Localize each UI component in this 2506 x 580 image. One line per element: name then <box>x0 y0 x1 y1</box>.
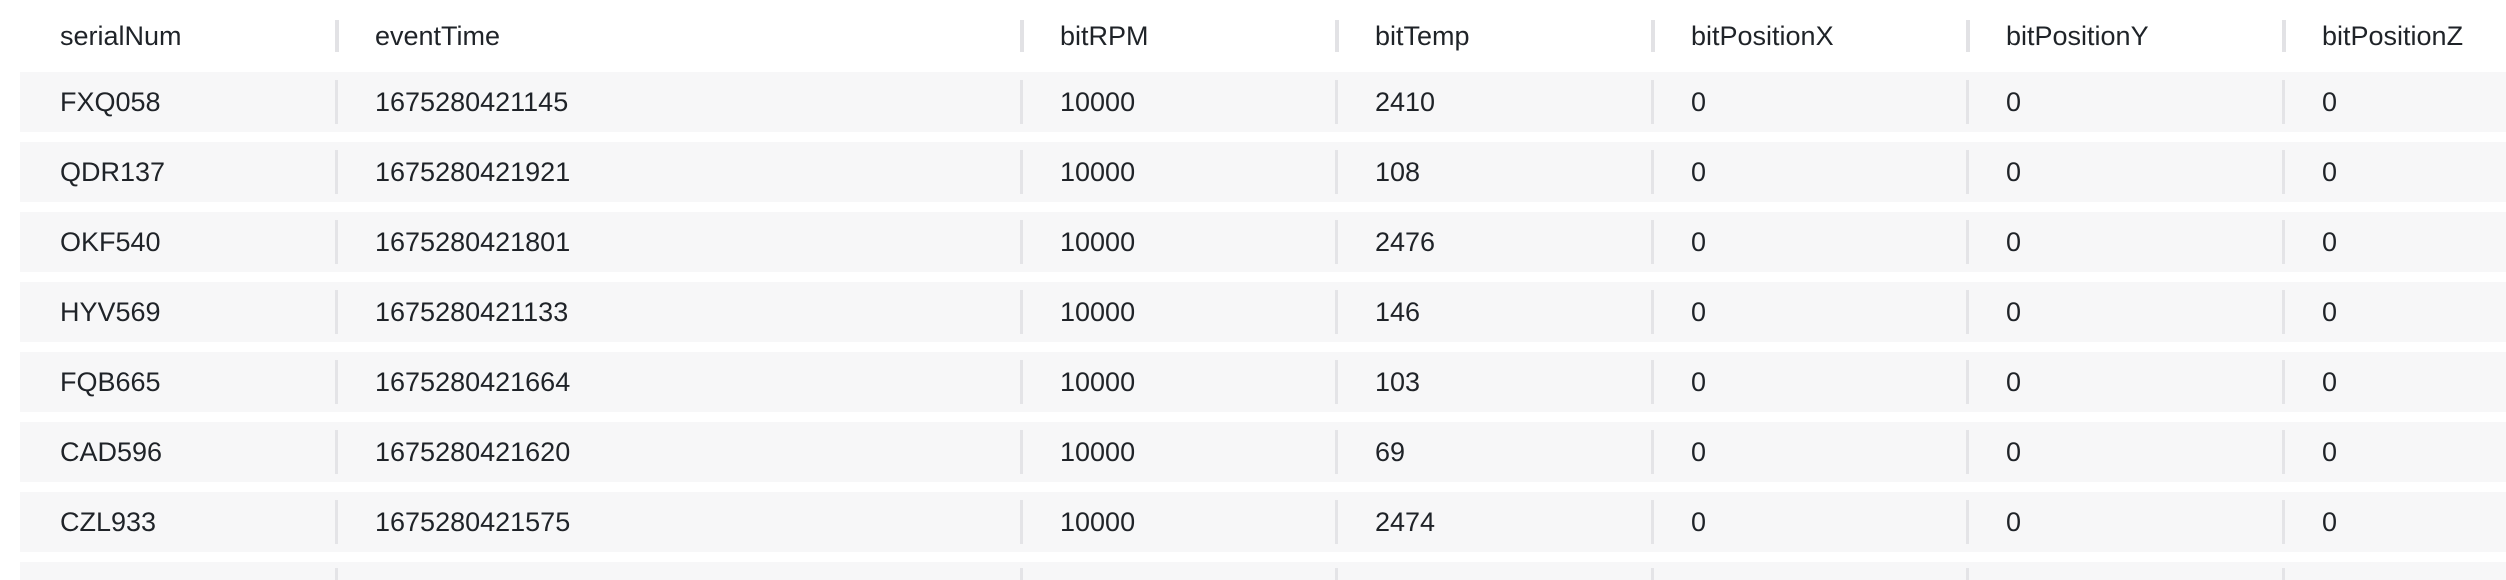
column-header-serialnum[interactable]: serialNum <box>60 20 182 51</box>
table-row[interactable]: FQB665 1675280421664 10000 103 0 0 0 <box>20 352 2506 412</box>
cell-bitpositiony: 0 <box>1966 212 2282 272</box>
cell-bitpositionx: 0 <box>1651 142 1966 202</box>
cell-bitpositionx: 0 <box>1651 282 1966 342</box>
cell-bittemp: 103 <box>1335 352 1651 412</box>
cell-bitpositionz: 0 <box>2282 352 2506 412</box>
cell-bittemp: 108 <box>1335 142 1651 202</box>
cell-bitpositionx: 0 <box>1651 212 1966 272</box>
cell-bitpositiony: 0 <box>1966 352 2282 412</box>
cell-bitrpm: 10000 <box>1020 142 1335 202</box>
cell-bitpositionx: 0 <box>1651 422 1966 482</box>
cell-bittemp: 69 <box>1335 422 1651 482</box>
cell-serialnum: CAD596 <box>60 436 163 467</box>
cell-serialnum: HYV569 <box>60 296 161 327</box>
table-row[interactable]: FXQ058 1675280421145 10000 2410 0 0 0 <box>20 72 2506 132</box>
cell-serialnum: FQB665 <box>60 366 161 397</box>
cell-bitpositiony: 0 <box>1966 142 2282 202</box>
column-header-bitpositionx[interactable]: bitPositionX <box>1651 0 1966 72</box>
table-row-partial[interactable] <box>20 562 2506 580</box>
cell-serialnum: OKF540 <box>60 226 161 257</box>
column-header-eventtime[interactable]: eventTime <box>335 0 1020 72</box>
cell-bitpositiony: 0 <box>1966 492 2282 552</box>
cell-bitpositionz: 0 <box>2282 142 2506 202</box>
cell-bitpositionz: 0 <box>2282 492 2506 552</box>
column-header-bitpositiony[interactable]: bitPositionY <box>1966 0 2282 72</box>
cell-partial <box>20 562 335 580</box>
data-table: serialNum eventTime bitRPM bitTemp bitPo… <box>20 0 2506 580</box>
cell-partial <box>2282 562 2506 580</box>
table-row[interactable]: OKF540 1675280421801 10000 2476 0 0 0 <box>20 212 2506 272</box>
cell-serialnum: CZL933 <box>60 506 157 537</box>
cell-partial <box>335 562 1020 580</box>
cell-eventtime: 1675280421575 <box>335 492 1020 552</box>
cell-eventtime: 1675280421620 <box>335 422 1020 482</box>
cell-eventtime: 1675280421801 <box>335 212 1020 272</box>
cell-serialnum: FXQ058 <box>60 86 161 117</box>
cell-eventtime: 1675280421664 <box>335 352 1020 412</box>
table-row[interactable]: HYV569 1675280421133 10000 146 0 0 0 <box>20 282 2506 342</box>
cell-bitpositionz: 0 <box>2282 422 2506 482</box>
cell-bitrpm: 10000 <box>1020 212 1335 272</box>
cell-bittemp: 2410 <box>1335 72 1651 132</box>
cell-eventtime: 1675280421133 <box>335 282 1020 342</box>
column-header-bittemp[interactable]: bitTemp <box>1335 0 1651 72</box>
cell-partial <box>1335 562 1651 580</box>
cell-bitpositiony: 0 <box>1966 72 2282 132</box>
table-row[interactable]: CZL933 1675280421575 10000 2474 0 0 0 <box>20 492 2506 552</box>
cell-partial <box>1020 562 1335 580</box>
cell-bitrpm: 10000 <box>1020 352 1335 412</box>
cell-bitpositionz: 0 <box>2282 282 2506 342</box>
cell-partial <box>1966 562 2282 580</box>
cell-bittemp: 2474 <box>1335 492 1651 552</box>
cell-eventtime: 1675280421921 <box>335 142 1020 202</box>
cell-bittemp: 2476 <box>1335 212 1651 272</box>
cell-bitpositionx: 0 <box>1651 352 1966 412</box>
table-row[interactable]: CAD596 1675280421620 10000 69 0 0 0 <box>20 422 2506 482</box>
cell-bitpositionx: 0 <box>1651 72 1966 132</box>
cell-eventtime: 1675280421145 <box>335 72 1020 132</box>
cell-bitpositiony: 0 <box>1966 422 2282 482</box>
cell-bitpositiony: 0 <box>1966 282 2282 342</box>
column-header-bitrpm[interactable]: bitRPM <box>1020 0 1335 72</box>
table-header: serialNum eventTime bitRPM bitTemp bitPo… <box>20 0 2506 72</box>
cell-bittemp: 146 <box>1335 282 1651 342</box>
cell-bitrpm: 10000 <box>1020 282 1335 342</box>
cell-bitrpm: 10000 <box>1020 72 1335 132</box>
cell-bitrpm: 10000 <box>1020 492 1335 552</box>
cell-partial <box>1651 562 1966 580</box>
cell-bitrpm: 10000 <box>1020 422 1335 482</box>
cell-serialnum: QDR137 <box>60 156 166 187</box>
table-row[interactable]: QDR137 1675280421921 10000 108 0 0 0 <box>20 142 2506 202</box>
column-header-bitpositionz[interactable]: bitPositionZ <box>2282 0 2506 72</box>
cell-bitpositionz: 0 <box>2282 212 2506 272</box>
cell-bitpositionz: 0 <box>2282 72 2506 132</box>
cell-bitpositionx: 0 <box>1651 492 1966 552</box>
